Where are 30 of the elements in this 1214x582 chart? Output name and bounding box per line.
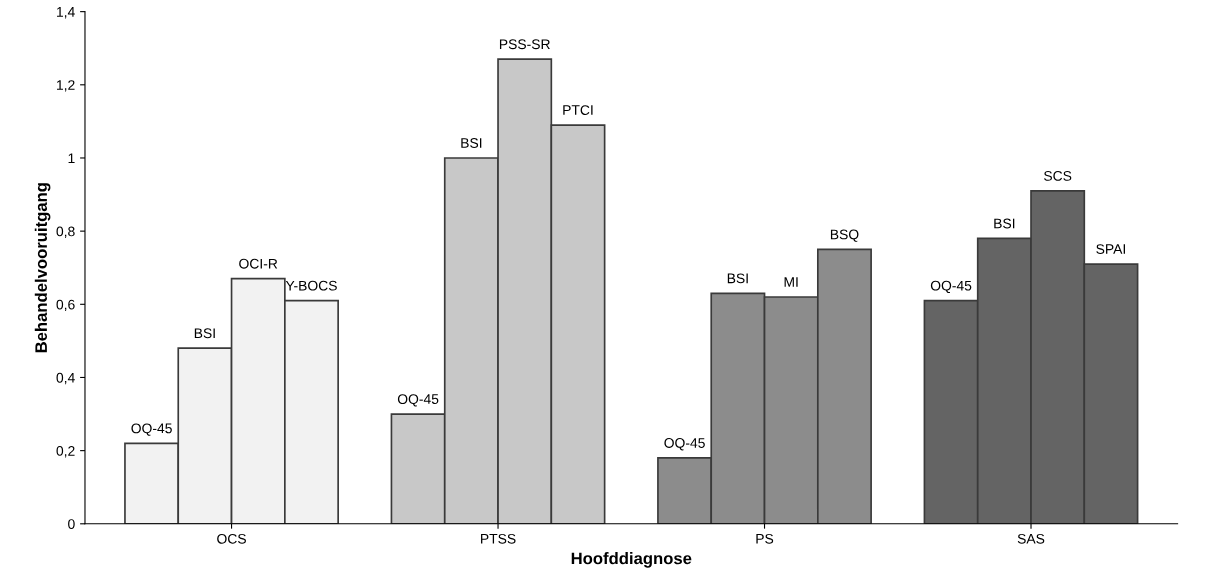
y-tick-label: 0,6	[56, 299, 75, 312]
x-tick-label: SAS	[1017, 533, 1045, 544]
data-label: PTCI	[563, 105, 593, 115]
data-label: SPAI	[1096, 244, 1125, 254]
y-tick-label: 0,8	[56, 226, 75, 238]
data-label: OQ-45	[664, 438, 705, 451]
x-axis-title: Hoofddiagnose	[571, 552, 692, 568]
y-tick-label: 0,4	[56, 372, 75, 385]
data-label: OQ-45	[930, 280, 972, 294]
data-label: OQ-45	[397, 394, 439, 407]
data-label: BSI	[461, 138, 482, 148]
data-label: BSQ	[830, 229, 859, 242]
data-label: BSI	[727, 273, 748, 284]
y-tick-label: 1,4	[57, 7, 75, 19]
y-tick-label: 0	[68, 519, 75, 529]
data-label: OQ-45	[131, 423, 172, 436]
data-label: OCI-R	[239, 258, 278, 269]
data-label: Y-BOCS	[285, 280, 337, 291]
y-tick-label: 0,2	[56, 445, 75, 458]
x-tick-label: OCS	[217, 533, 246, 544]
y-tick-label: 1	[68, 153, 75, 163]
x-tick-label: PTSS	[481, 533, 516, 544]
data-label: MI	[784, 277, 798, 287]
y-tick-label: 1,2	[57, 80, 75, 92]
x-tick-label: PS	[756, 533, 774, 544]
data-label: PSS-SR	[499, 39, 550, 50]
data-label: SCS	[1044, 171, 1072, 181]
data-label: BSI	[194, 328, 215, 339]
y-axis-title: Behandelvooruitgang	[34, 183, 51, 353]
data-label: BSI	[994, 218, 1015, 229]
